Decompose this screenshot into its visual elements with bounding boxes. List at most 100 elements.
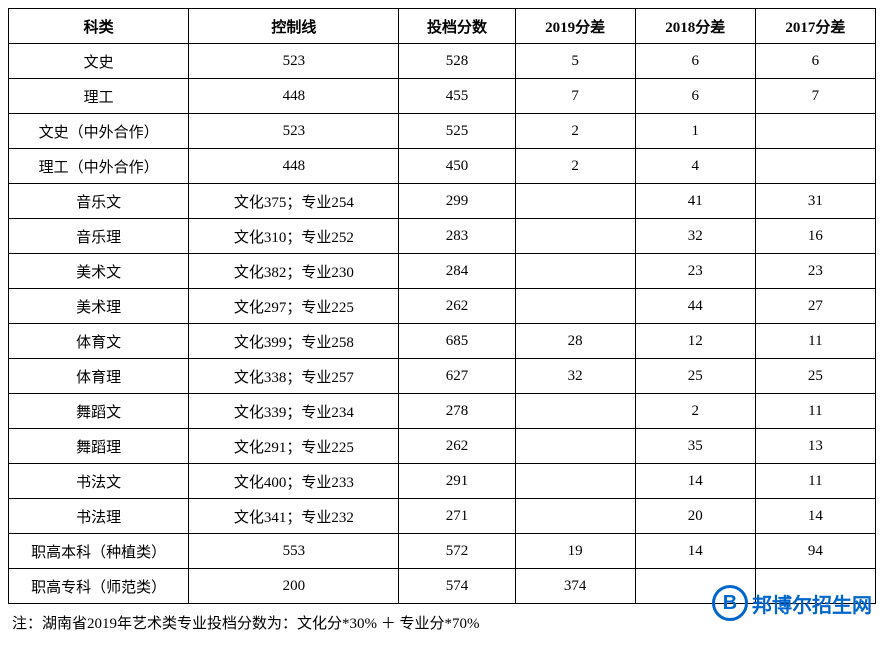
cell-admission_score: 627	[399, 359, 515, 394]
cell-diff_2018: 25	[635, 359, 755, 394]
cell-admission_score: 262	[399, 289, 515, 324]
cell-diff_2019: 374	[515, 569, 635, 604]
cell-diff_2017: 31	[755, 184, 875, 219]
table-row: 音乐理文化310；专业2522833216	[9, 219, 876, 254]
header-category: 科类	[9, 9, 189, 44]
cell-admission_score: 283	[399, 219, 515, 254]
cell-control_line: 文化310；专业252	[189, 219, 399, 254]
cell-control_line: 文化399；专业258	[189, 324, 399, 359]
header-row: 科类 控制线 投档分数 2019分差 2018分差 2017分差	[9, 9, 876, 44]
cell-category: 舞蹈理	[9, 429, 189, 464]
cell-category: 美术文	[9, 254, 189, 289]
cell-control_line: 523	[189, 44, 399, 79]
cell-diff_2017: 94	[755, 534, 875, 569]
table-row: 理工448455767	[9, 79, 876, 114]
cell-admission_score: 278	[399, 394, 515, 429]
cell-diff_2018: 14	[635, 464, 755, 499]
cell-diff_2017: 11	[755, 394, 875, 429]
cell-admission_score: 455	[399, 79, 515, 114]
cell-diff_2019: 28	[515, 324, 635, 359]
cell-control_line: 文化341；专业232	[189, 499, 399, 534]
cell-admission_score: 262	[399, 429, 515, 464]
cell-diff_2017: 27	[755, 289, 875, 324]
cell-diff_2017: 11	[755, 464, 875, 499]
cell-control_line: 200	[189, 569, 399, 604]
cell-diff_2018: 20	[635, 499, 755, 534]
table-row: 书法文文化400；专业2332911411	[9, 464, 876, 499]
table-row: 职高本科（种植类）553572191494	[9, 534, 876, 569]
watermark-text: 邦博尔招生网	[752, 589, 872, 618]
cell-category: 文史	[9, 44, 189, 79]
cell-category: 美术理	[9, 289, 189, 324]
cell-diff_2017: 6	[755, 44, 875, 79]
header-diff-2019: 2019分差	[515, 9, 635, 44]
cell-diff_2019	[515, 254, 635, 289]
header-control-line: 控制线	[189, 9, 399, 44]
cell-category: 舞蹈文	[9, 394, 189, 429]
cell-diff_2017	[755, 149, 875, 184]
table-row: 美术理文化297；专业2252624427	[9, 289, 876, 324]
cell-diff_2017: 23	[755, 254, 875, 289]
table-row: 舞蹈文文化339；专业234278211	[9, 394, 876, 429]
cell-diff_2019	[515, 499, 635, 534]
header-admission-score: 投档分数	[399, 9, 515, 44]
cell-category: 体育文	[9, 324, 189, 359]
table-header: 科类 控制线 投档分数 2019分差 2018分差 2017分差	[9, 9, 876, 44]
cell-diff_2019: 2	[515, 114, 635, 149]
cell-diff_2018: 12	[635, 324, 755, 359]
cell-admission_score: 528	[399, 44, 515, 79]
table-body: 文史523528566理工448455767文史（中外合作）52352521理工…	[9, 44, 876, 604]
table-row: 美术文文化382；专业2302842323	[9, 254, 876, 289]
cell-diff_2019: 32	[515, 359, 635, 394]
cell-category: 职高本科（种植类）	[9, 534, 189, 569]
cell-admission_score: 572	[399, 534, 515, 569]
cell-diff_2019	[515, 289, 635, 324]
cell-control_line: 文化291；专业225	[189, 429, 399, 464]
cell-control_line: 448	[189, 149, 399, 184]
cell-admission_score: 271	[399, 499, 515, 534]
cell-diff_2019	[515, 464, 635, 499]
cell-control_line: 文化338；专业257	[189, 359, 399, 394]
cell-admission_score: 525	[399, 114, 515, 149]
cell-diff_2017	[755, 114, 875, 149]
table-row: 舞蹈理文化291；专业2252623513	[9, 429, 876, 464]
cell-diff_2019	[515, 429, 635, 464]
watermark: B 邦博尔招生网	[712, 585, 872, 621]
cell-diff_2019: 19	[515, 534, 635, 569]
cell-control_line: 文化339；专业234	[189, 394, 399, 429]
score-table: 科类 控制线 投档分数 2019分差 2018分差 2017分差 文史52352…	[8, 8, 876, 604]
cell-diff_2018: 41	[635, 184, 755, 219]
cell-admission_score: 291	[399, 464, 515, 499]
cell-control_line: 523	[189, 114, 399, 149]
cell-category: 音乐文	[9, 184, 189, 219]
cell-control_line: 448	[189, 79, 399, 114]
cell-diff_2018: 44	[635, 289, 755, 324]
table-row: 音乐文文化375；专业2542994131	[9, 184, 876, 219]
cell-category: 理工	[9, 79, 189, 114]
table-row: 体育文文化399；专业258685281211	[9, 324, 876, 359]
table-row: 理工（中外合作）44845024	[9, 149, 876, 184]
cell-diff_2018: 4	[635, 149, 755, 184]
cell-diff_2019	[515, 219, 635, 254]
cell-diff_2019	[515, 394, 635, 429]
cell-category: 职高专科（师范类）	[9, 569, 189, 604]
cell-diff_2018: 14	[635, 534, 755, 569]
watermark-badge-letter: B	[723, 592, 737, 615]
cell-category: 文史（中外合作）	[9, 114, 189, 149]
cell-category: 书法理	[9, 499, 189, 534]
cell-admission_score: 574	[399, 569, 515, 604]
cell-diff_2017: 13	[755, 429, 875, 464]
cell-admission_score: 284	[399, 254, 515, 289]
cell-diff_2017: 11	[755, 324, 875, 359]
cell-category: 书法文	[9, 464, 189, 499]
cell-diff_2018: 1	[635, 114, 755, 149]
cell-diff_2019	[515, 184, 635, 219]
table-row: 体育理文化338；专业257627322525	[9, 359, 876, 394]
cell-diff_2017: 16	[755, 219, 875, 254]
cell-diff_2018: 23	[635, 254, 755, 289]
table-row: 文史（中外合作）52352521	[9, 114, 876, 149]
cell-admission_score: 299	[399, 184, 515, 219]
cell-diff_2018: 6	[635, 44, 755, 79]
cell-diff_2019: 7	[515, 79, 635, 114]
watermark-badge-icon: B	[712, 585, 748, 621]
